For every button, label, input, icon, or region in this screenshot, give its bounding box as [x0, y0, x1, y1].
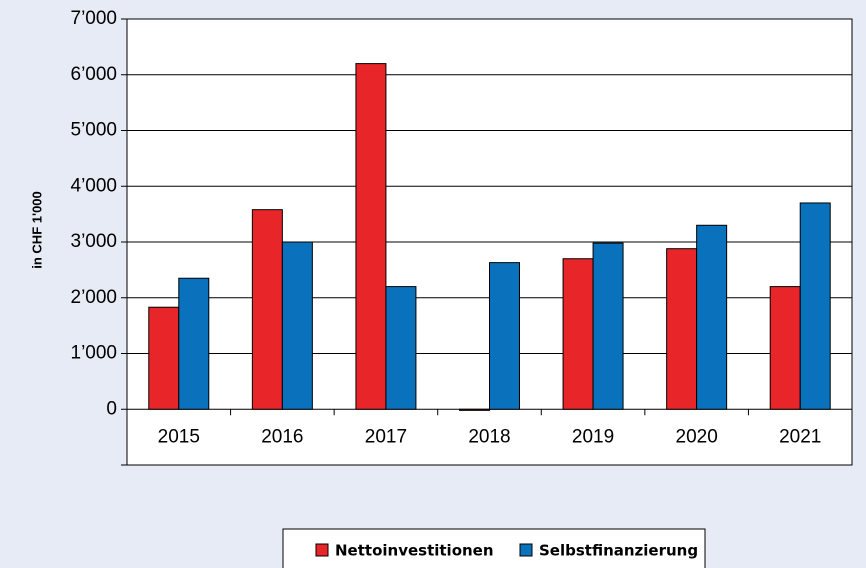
x-tick-label: 2017 — [365, 426, 407, 447]
y-tick-label: 2’000 — [71, 287, 118, 308]
x-tick-label: 2021 — [779, 426, 821, 447]
x-tick-label: 2015 — [158, 426, 200, 447]
y-tick-label: 0 — [106, 398, 117, 419]
bar — [178, 277, 210, 410]
bar — [281, 241, 313, 410]
x-tick-label: 2016 — [261, 426, 303, 447]
bar — [562, 258, 594, 410]
y-tick-label: 6’000 — [71, 64, 118, 85]
legend-swatch — [315, 543, 329, 557]
bar — [489, 262, 520, 410]
y-tick-label: 4’000 — [71, 175, 118, 196]
bar — [148, 306, 180, 410]
legend-box — [282, 528, 706, 568]
x-tick-label: 2018 — [468, 426, 510, 447]
legend-label: Selbstfinanzierung — [539, 542, 698, 560]
y-axis-label: in CHF 1'000 — [29, 191, 44, 269]
legend-swatch — [519, 543, 533, 557]
bar — [799, 202, 831, 410]
x-tick-label: 2020 — [676, 426, 718, 447]
x-tick-label: 2019 — [572, 426, 614, 447]
bar — [385, 286, 417, 410]
bar — [251, 209, 283, 410]
bar — [696, 224, 728, 410]
bar — [459, 408, 490, 411]
bar — [592, 242, 624, 410]
bar — [769, 286, 801, 410]
legend-label: Nettoinvestitionen — [335, 542, 494, 560]
y-tick-label: 1’000 — [71, 343, 118, 364]
y-tick-label: 7’000 — [71, 8, 118, 29]
y-tick-label: 3’000 — [71, 231, 118, 252]
bar — [666, 248, 698, 410]
legend: Nettoinvestitionen Selbstfinanzierung — [282, 528, 706, 568]
y-tick-label: 5’000 — [71, 120, 118, 141]
bar — [355, 63, 387, 410]
